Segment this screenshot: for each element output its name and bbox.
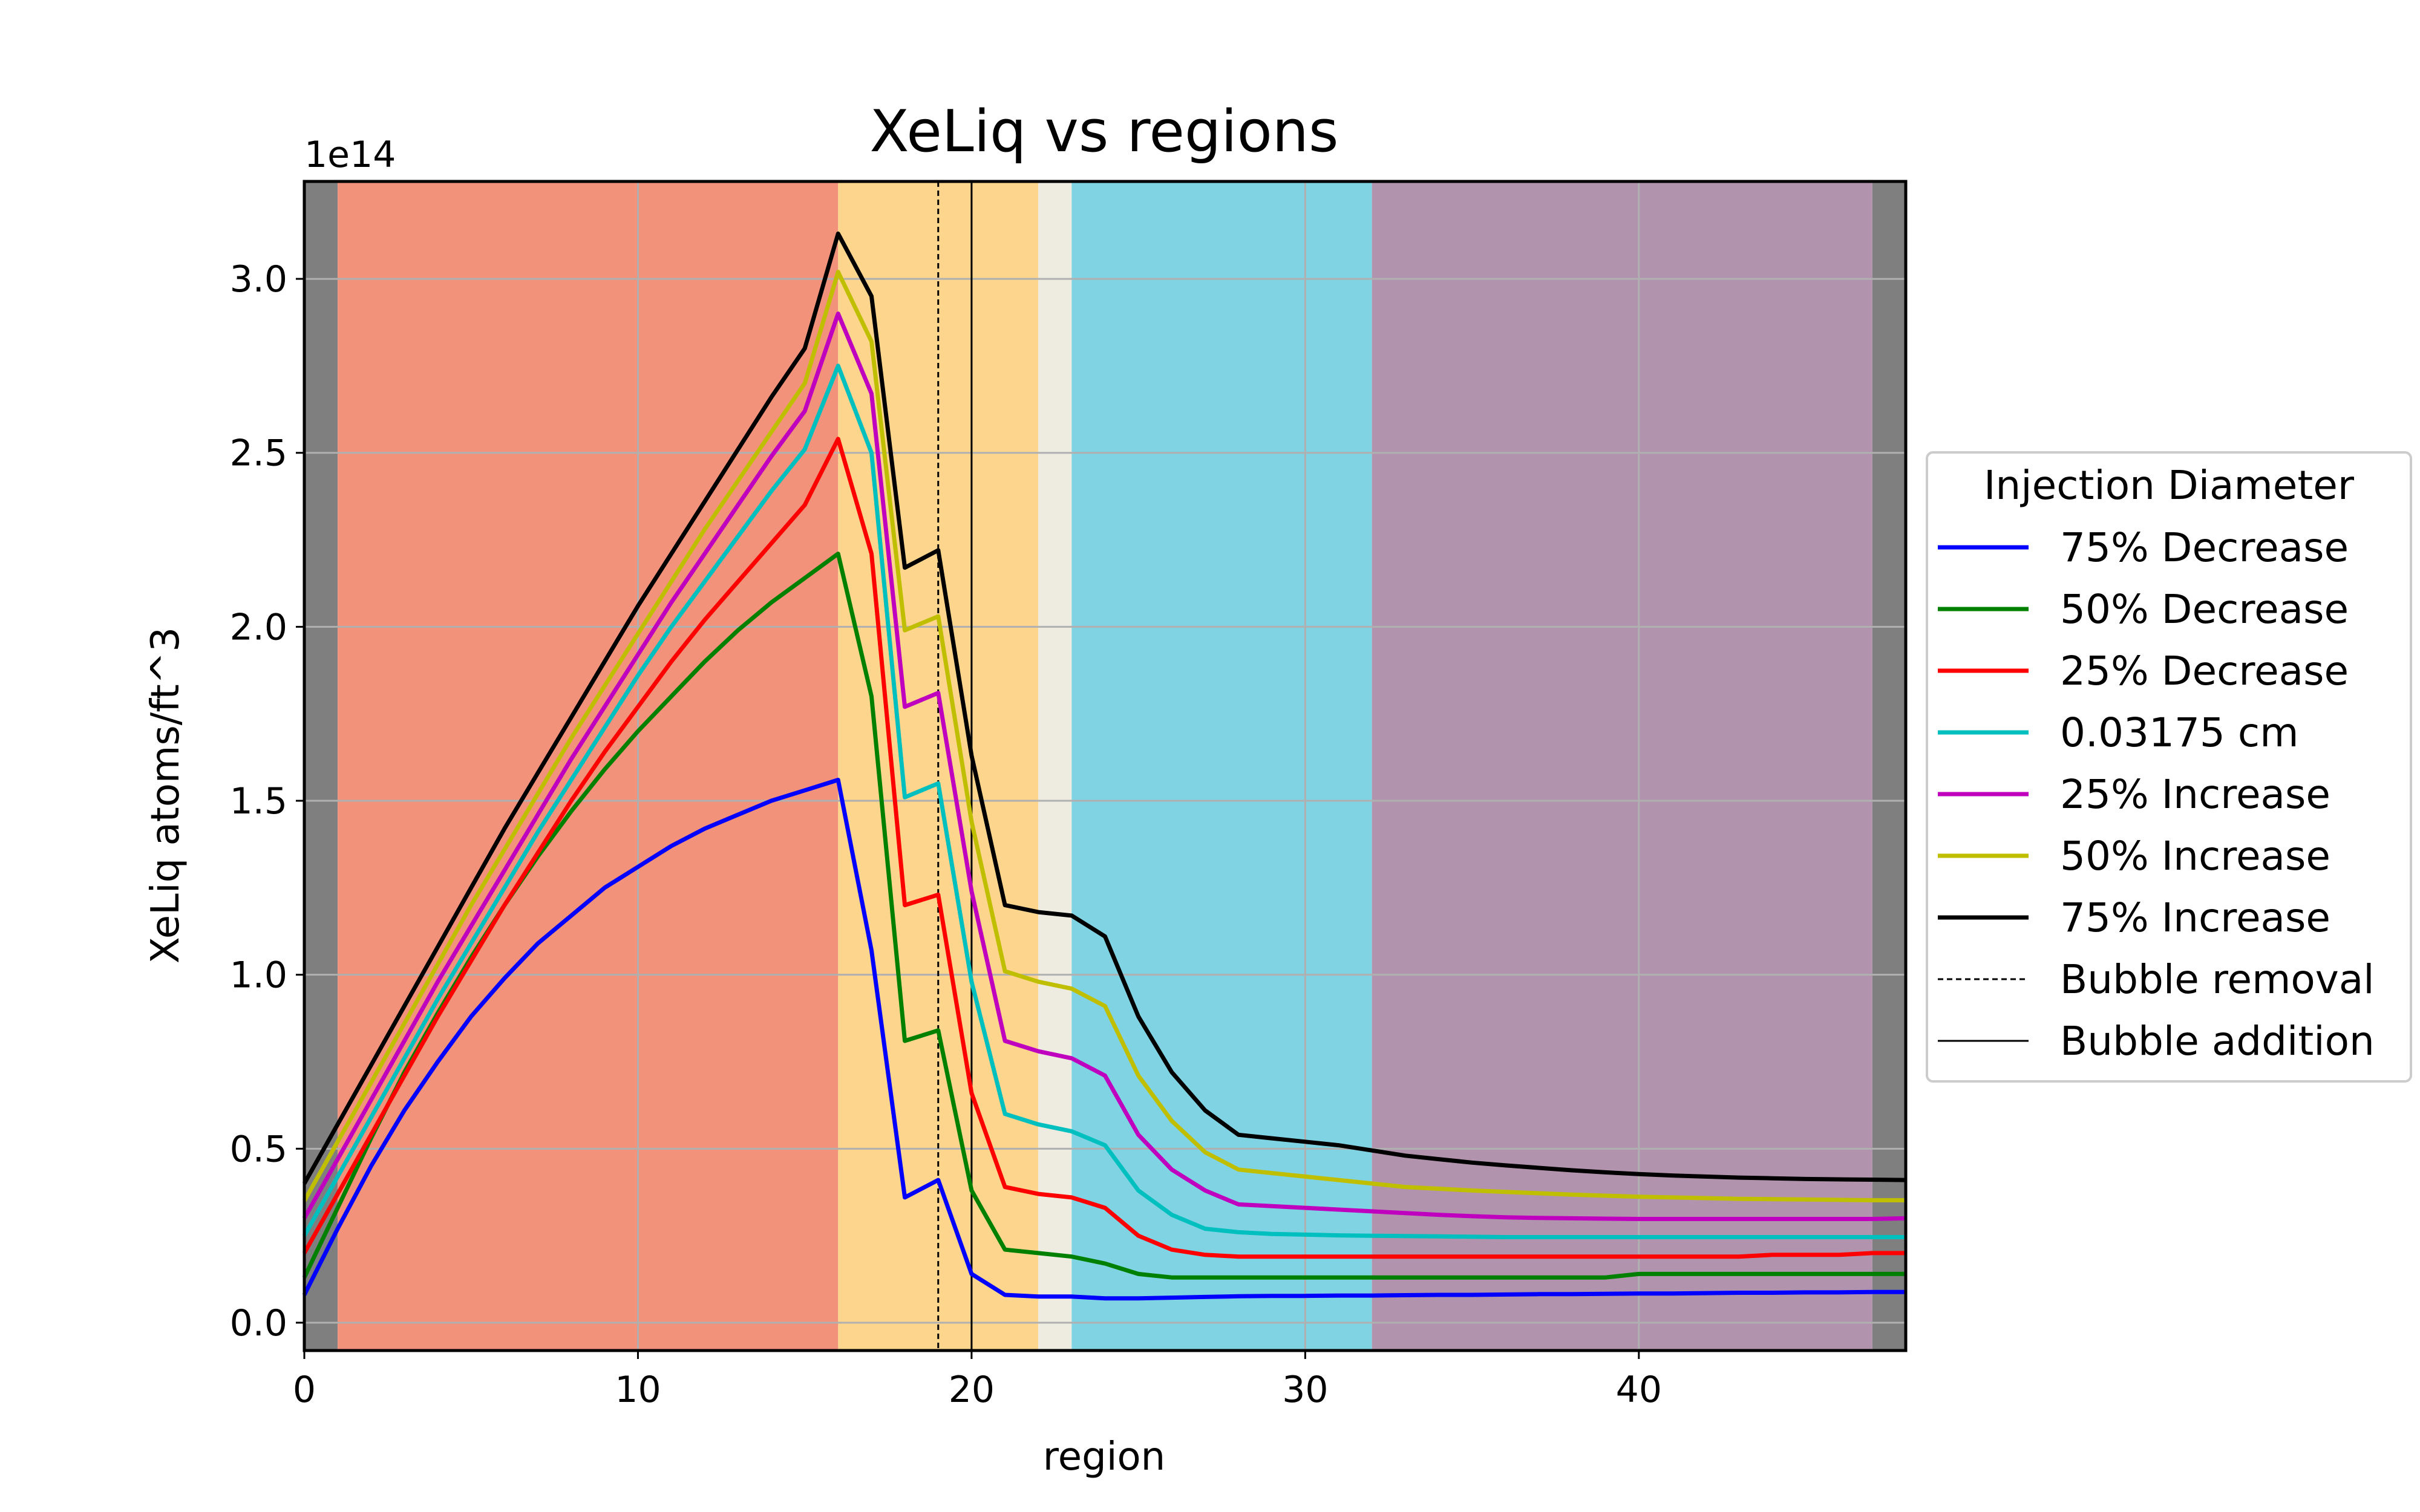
plot-frame xyxy=(302,180,1908,1352)
plot-area xyxy=(302,180,1908,1352)
y-tick-label: 1.0 xyxy=(230,954,287,997)
series-line xyxy=(302,270,1906,1202)
legend-entry-label: 25% Decrease xyxy=(2060,648,2349,694)
y-tick-label: 2.5 xyxy=(230,432,287,475)
bubble-lines xyxy=(937,181,973,1351)
legend-box xyxy=(1926,451,2412,1083)
y-tick-label: 0.5 xyxy=(230,1128,287,1170)
region-band xyxy=(338,181,839,1351)
x-tick-label: 20 xyxy=(949,1369,995,1411)
y-axis-ticks: 0.0 0.5 1.0 1.5 2.0 2.5 3.0 xyxy=(230,258,304,1344)
legend-entry-label: 50% Increase xyxy=(2060,833,2330,879)
y-axis-label: XeLiq atoms/ft^3 xyxy=(143,627,188,963)
legend-items: 75% Decrease 50% Decrease 25% Decrease 0.03… xyxy=(1938,524,2375,1064)
legend: Injection Diameter 75% Decrease 50% Decre… xyxy=(1926,451,2412,1083)
series-line xyxy=(302,778,1906,1301)
series-lines xyxy=(302,231,1906,1301)
y-tick-label: 2.0 xyxy=(230,606,287,648)
y-tick-label: 3.0 xyxy=(230,258,287,301)
x-tick-label: 0 xyxy=(293,1369,316,1411)
y-offset-label: 1e14 xyxy=(304,134,396,176)
region-band xyxy=(1038,181,1072,1351)
legend-entry-label: 75% Increase xyxy=(2060,894,2330,941)
series-line xyxy=(302,437,1906,1259)
legend-entry-label: 0.03175 cm xyxy=(2060,709,2299,756)
y-tick-label: 1.5 xyxy=(230,780,287,823)
series-line xyxy=(302,552,1906,1280)
x-axis-label: region xyxy=(1043,1435,1165,1479)
region-band xyxy=(1071,181,1372,1351)
x-tick-label: 10 xyxy=(615,1369,661,1411)
series-line xyxy=(302,311,1906,1221)
legend-entry-label: 50% Decrease xyxy=(2060,586,2349,633)
x-tick-label: 40 xyxy=(1616,1369,1662,1411)
legend-entry-label: Bubble addition xyxy=(2060,1018,2375,1064)
series-line xyxy=(302,363,1906,1239)
legend-entry-label: 75% Decrease xyxy=(2060,524,2349,571)
region-band xyxy=(1872,181,1906,1351)
legend-entry-label: 25% Increase xyxy=(2060,771,2330,818)
chart-title: XeLiq vs regions xyxy=(870,99,1339,165)
x-tick-label: 30 xyxy=(1282,1369,1328,1411)
y-tick-label: 0.0 xyxy=(230,1302,287,1344)
series-line xyxy=(302,231,1906,1185)
legend-title: Injection Diameter xyxy=(1984,462,2355,509)
region-band xyxy=(1372,181,1872,1351)
legend-entry-label: Bubble removal xyxy=(2060,956,2375,1003)
x-axis-ticks: 0 10 20 30 40 xyxy=(293,1351,1662,1411)
region-bands xyxy=(304,181,1906,1351)
